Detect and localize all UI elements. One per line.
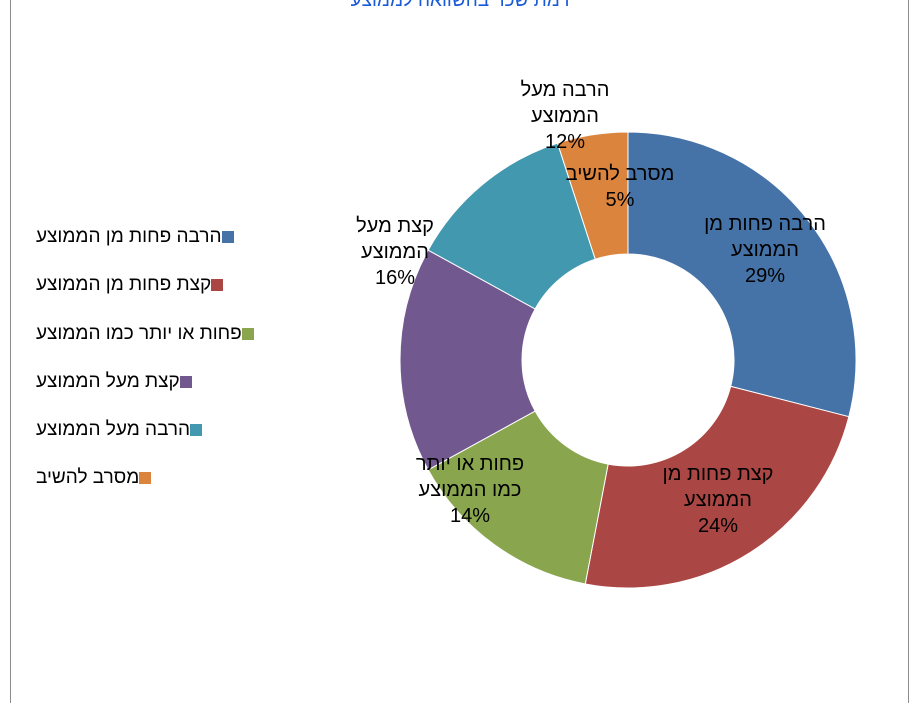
legend-item: הרבה פחות מן הממוצע [36, 226, 356, 274]
data-labels: הרבה פחות מן הממוצע 29% קצת פחות מן הממוצע 24… [356, 79, 826, 537]
slice-3 [399, 249, 536, 471]
data-label-text: מסרב להשיב [566, 163, 675, 185]
data-label-text: הממוצע [684, 489, 752, 511]
data-label-text: כמו הממוצע [419, 479, 522, 501]
slice-1 [584, 385, 850, 589]
data-label-text: הממוצע [731, 239, 799, 261]
legend-row: קצת פחות מן הממוצע [36, 274, 228, 296]
data-label-text: הממוצע [361, 241, 429, 263]
slice-0 [627, 131, 857, 418]
legend-swatch [139, 472, 152, 485]
donut-slices [399, 131, 857, 589]
data-label-text: הרבה מעל [521, 79, 610, 101]
data-label-value: 5% [606, 189, 635, 211]
data-label-text: קצת מעל [356, 215, 434, 237]
legend-item: קצת פחות מן הממוצע [36, 274, 356, 322]
data-label-value: 12% [545, 131, 585, 153]
data-label-value: 14% [450, 505, 490, 527]
data-label-1: קצת פחות מן הממוצע 24% [663, 463, 774, 537]
legend-swatch [241, 327, 254, 340]
legend-swatch [211, 279, 224, 292]
legend-row: מסרב להשיב [36, 467, 156, 489]
data-label-value: 29% [745, 265, 785, 287]
legend-item: הרבה מעל הממוצע [36, 419, 356, 467]
data-label-4: הרבה מעל הממוצע 12% [521, 79, 610, 153]
legend-row: הרבה מעל הממוצע [36, 419, 207, 441]
data-label-text: פחות או יותר [416, 453, 524, 475]
data-label-text: קצת פחות מן [663, 463, 774, 485]
legend-item: פחות או יותר כמו הממוצע [36, 323, 356, 371]
data-label-value: 16% [375, 267, 415, 289]
legend-label: הרבה פחות מן הממוצע [36, 226, 222, 247]
legend: הרבה פחות מן הממוצע קצת פחות מן הממוצע פחו… [36, 226, 356, 516]
data-label-text: הרבה פחות מן [704, 213, 826, 235]
legend-item: מסרב להשיב [36, 467, 356, 515]
data-label-5: מסרב להשיב 5% [566, 163, 675, 211]
legend-label: קצת מעל הממוצע [36, 370, 180, 392]
data-label-value: 24% [698, 515, 738, 537]
legend-swatch [190, 424, 203, 437]
legend-row: פחות או יותר כמו הממוצע [36, 323, 259, 345]
chart-title: רמת שכר בהשוואה לממוצע [351, 0, 570, 11]
data-label-text: הממוצע [531, 105, 599, 127]
slice-2 [427, 410, 609, 585]
legend-swatch [179, 375, 192, 388]
chart-border [10, 0, 909, 703]
slice-5 [556, 131, 629, 260]
legend-label: פחות או יותר כמו הממוצע [36, 322, 242, 344]
legend-row: קצת מעל הממוצע [36, 371, 197, 393]
data-label-3: קצת מעל הממוצע 16% [356, 215, 434, 289]
legend-label: קצת פחות מן הממוצע [36, 274, 212, 296]
legend-item: קצת מעל הממוצע [36, 371, 356, 419]
legend-swatch [221, 231, 234, 243]
legend-row: הרבה פחות מן הממוצע [36, 226, 239, 248]
data-label-2: פחות או יותר כמו הממוצע 14% [416, 453, 524, 527]
data-label-0: הרבה פחות מן הממוצע 29% [704, 213, 826, 287]
legend-label: מסרב להשיב [36, 467, 140, 489]
legend-label: הרבה מעל הממוצע [36, 419, 191, 441]
